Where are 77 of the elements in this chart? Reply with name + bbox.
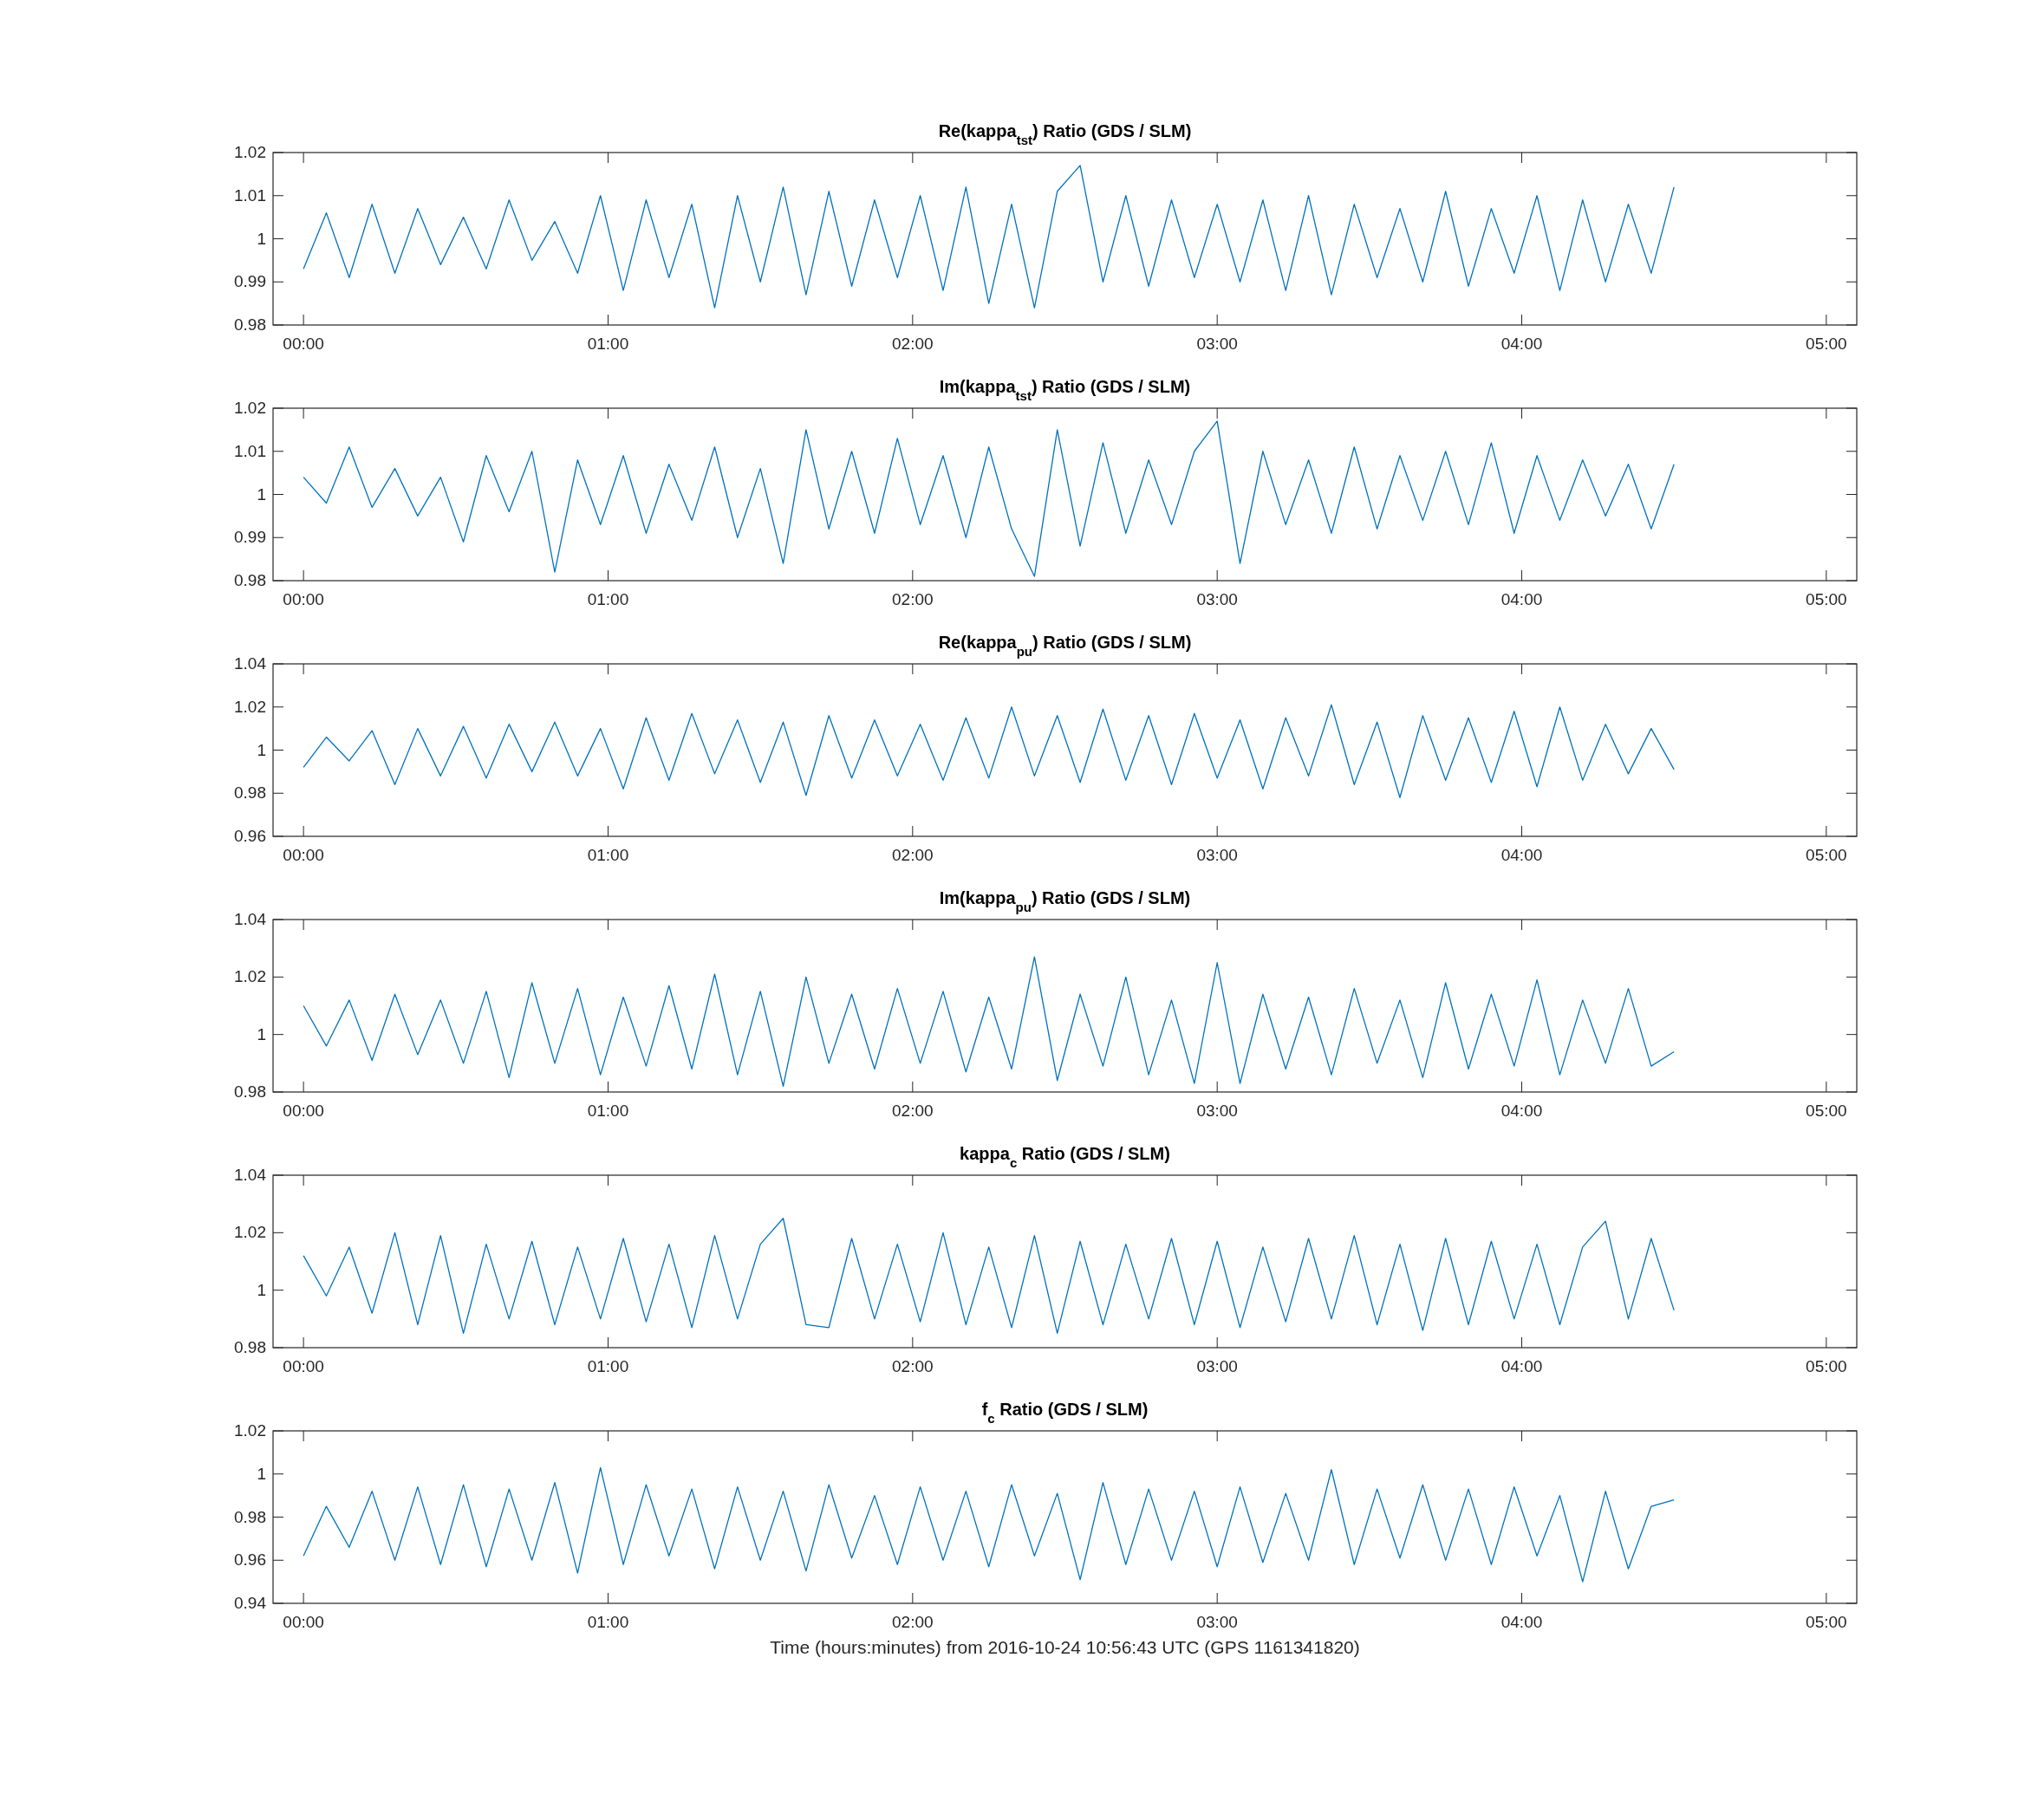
y-tick-label: 1.04	[234, 910, 267, 928]
x-tick-label: 01:00	[587, 1357, 629, 1375]
x-tick-label: 03:00	[1196, 1357, 1238, 1375]
x-tick-label: 01:00	[587, 1613, 629, 1631]
x-tick-label: 03:00	[1196, 335, 1238, 353]
x-tick-label: 03:00	[1196, 590, 1238, 608]
chart-title: Re(kappa$_{tst}$) Ratio (GDS / SLM)	[938, 121, 1192, 147]
y-tick-label: 1.04	[234, 654, 267, 673]
x-tick-label: 02:00	[892, 335, 934, 353]
x-tick-label: 03:00	[1196, 1613, 1238, 1631]
x-tick-label: 05:00	[1806, 1613, 1847, 1631]
y-tick-label: 1	[257, 1464, 266, 1483]
y-tick-label: 0.98	[234, 1082, 266, 1101]
x-tick-label: 05:00	[1806, 846, 1847, 864]
line-series	[303, 420, 1675, 577]
x-tick-label: 04:00	[1500, 335, 1543, 353]
x-tick-label: 01:00	[587, 846, 629, 864]
x-tick-label: 00:00	[283, 1102, 324, 1120]
y-tick-label: 1.02	[234, 697, 266, 716]
x-tick-label: 04:00	[1500, 1102, 1543, 1120]
x-tick-label: 02:00	[892, 1102, 934, 1120]
y-tick-label: 1	[257, 1024, 266, 1043]
y-tick-label: 1.02	[234, 967, 266, 986]
x-axis-title: Time (hours:minutes) from 2016-10-24 10:56:43 UTC (GPS 1161341820)	[770, 1637, 1360, 1657]
x-tick-label: 02:00	[892, 1613, 934, 1631]
chart-title: f$_{c}$ Ratio (GDS / SLM)	[981, 1400, 1149, 1426]
x-tick-label: 01:00	[587, 590, 629, 608]
chart-title: kappa$_{c}$ Ratio (GDS / SLM)	[960, 1144, 1170, 1170]
x-tick-label: 02:00	[892, 1357, 934, 1375]
line-series	[303, 1218, 1675, 1335]
y-tick-label: 1.02	[234, 1223, 266, 1242]
y-tick-label: 1.02	[234, 399, 266, 417]
x-tick-label: 03:00	[1196, 846, 1238, 864]
y-tick-label: 0.98	[234, 783, 266, 803]
y-tick-label: 0.99	[234, 272, 266, 291]
chart-title: Im(kappa$_{tst}$) Ratio (GDS / SLM)	[939, 377, 1191, 403]
x-tick-label: 04:00	[1500, 1357, 1543, 1375]
chart-title: Im(kappa$_{pu}$) Ratio (GDS / SLM)	[939, 888, 1191, 914]
y-tick-label: 0.96	[234, 827, 266, 845]
x-tick-label: 05:00	[1806, 1102, 1847, 1120]
x-tick-label: 05:00	[1806, 1357, 1847, 1375]
x-tick-label: 01:00	[587, 335, 629, 353]
y-tick-label: 1.02	[234, 1421, 266, 1440]
x-tick-label: 02:00	[892, 846, 934, 864]
y-tick-label: 0.96	[234, 1550, 266, 1570]
y-tick-label: 0.98	[234, 571, 266, 589]
y-tick-label: 1	[257, 484, 266, 504]
x-tick-label: 04:00	[1500, 846, 1543, 864]
x-tick-label: 04:00	[1500, 1613, 1543, 1631]
y-tick-label: 0.98	[234, 1507, 266, 1526]
y-tick-label: 1	[257, 229, 266, 248]
y-tick-label: 1.01	[234, 185, 266, 205]
x-tick-label: 05:00	[1806, 335, 1847, 353]
line-series	[303, 165, 1675, 309]
x-tick-label: 00:00	[283, 590, 324, 608]
x-tick-label: 03:00	[1196, 1102, 1238, 1120]
x-tick-label: 02:00	[892, 590, 934, 608]
line-series	[303, 956, 1675, 1088]
y-tick-label: 0.94	[234, 1594, 267, 1612]
x-tick-label: 00:00	[283, 335, 324, 353]
y-tick-label: 1.04	[234, 1166, 267, 1184]
x-tick-label: 01:00	[587, 1102, 629, 1120]
line-series	[303, 1466, 1675, 1583]
y-tick-label: 0.98	[234, 1338, 266, 1356]
y-tick-label: 1.01	[234, 441, 266, 460]
line-series	[303, 704, 1675, 798]
x-tick-label: 00:00	[283, 846, 324, 864]
y-tick-label: 0.99	[234, 528, 266, 547]
x-tick-label: 00:00	[283, 1613, 324, 1631]
x-tick-label: 04:00	[1500, 590, 1543, 608]
y-tick-label: 1.02	[234, 143, 266, 161]
y-tick-label: 0.98	[234, 315, 266, 334]
x-tick-label: 05:00	[1806, 590, 1847, 608]
x-tick-label: 00:00	[283, 1357, 324, 1375]
y-tick-label: 1	[257, 740, 266, 759]
y-tick-label: 1	[257, 1280, 266, 1299]
chart-title: Re(kappa$_{pu}$) Ratio (GDS / SLM)	[938, 633, 1192, 659]
